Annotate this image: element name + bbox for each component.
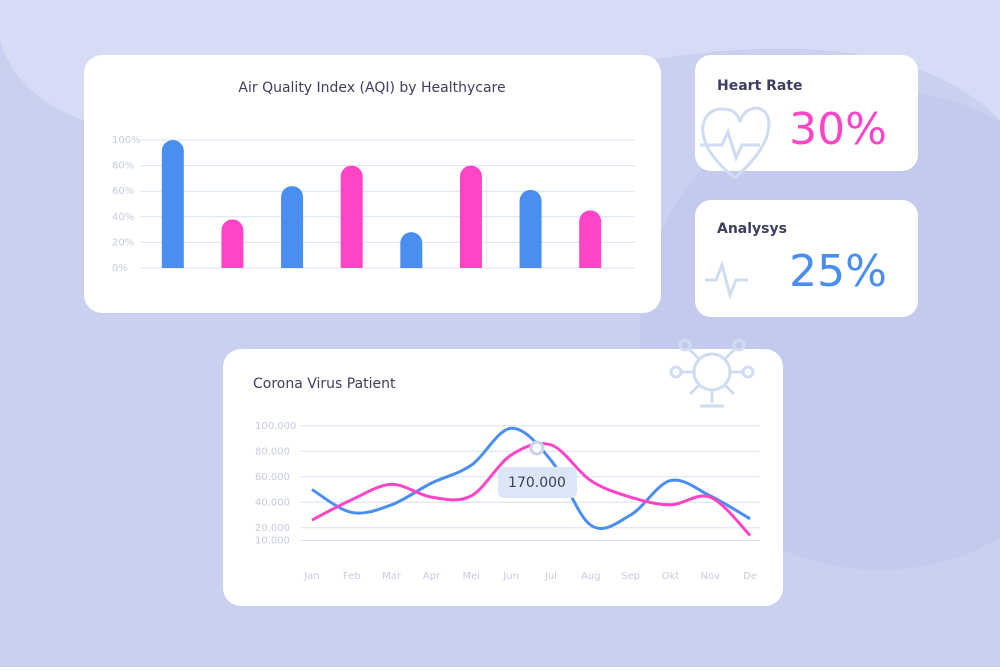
y-tick-label: 40.000 xyxy=(255,497,290,508)
y-tick-label: 60.000 xyxy=(255,472,290,483)
heart-card xyxy=(695,55,918,171)
line xyxy=(311,426,751,530)
card-title: Analysys xyxy=(717,221,787,237)
y-tick-label: 80.000 xyxy=(255,446,290,457)
y-tick-label: 40% xyxy=(112,212,134,223)
y-tick-label: 100.000 xyxy=(255,421,296,432)
chart-title: Air Quality Index (AQI) by Healthycare xyxy=(238,80,505,96)
hover-point xyxy=(529,440,545,456)
y-tick-label: 0% xyxy=(112,263,128,274)
x-tick-label: Mar xyxy=(382,571,402,582)
y-tick-label: 60% xyxy=(112,186,134,197)
x-tick-label: De xyxy=(743,571,757,582)
x-tick-label: Jan xyxy=(303,571,319,582)
card-title: Heart Rate xyxy=(717,78,803,94)
analysis-card xyxy=(695,200,918,317)
bar xyxy=(400,232,423,268)
x-tick-label: Sep xyxy=(621,571,640,582)
y-tick-label: 20% xyxy=(112,237,134,248)
x-tick-label: Okt xyxy=(662,571,680,582)
chart-title: Corona Virus Patient xyxy=(253,376,396,392)
y-tick-label: 80% xyxy=(112,161,134,172)
x-tick-label: Nov xyxy=(700,571,720,582)
y-tick-label: 20.000 xyxy=(255,523,290,534)
pulse-icon xyxy=(705,260,748,300)
bar xyxy=(519,189,542,268)
x-tick-label: Jun xyxy=(502,571,519,582)
bar xyxy=(459,165,482,268)
x-tick-label: Feb xyxy=(343,571,361,582)
x-tick-label: Mei xyxy=(462,571,480,582)
bar xyxy=(579,210,602,268)
x-tick-label: Jul xyxy=(544,571,557,582)
card-value: 25% xyxy=(789,246,887,297)
tooltip xyxy=(498,467,577,498)
bar xyxy=(281,186,304,268)
heart-icon xyxy=(700,106,771,180)
bar xyxy=(221,219,244,268)
tooltip-text: 170.000 xyxy=(508,475,566,491)
y-tick-label: 10.000 xyxy=(255,536,290,547)
x-tick-label: Apr xyxy=(423,571,441,582)
virus-icon xyxy=(669,338,755,408)
bar xyxy=(161,140,184,268)
card-value: 30% xyxy=(789,104,887,155)
y-tick-label: 100% xyxy=(112,135,141,146)
x-tick-label: Aug xyxy=(581,571,601,582)
bar xyxy=(340,165,363,268)
